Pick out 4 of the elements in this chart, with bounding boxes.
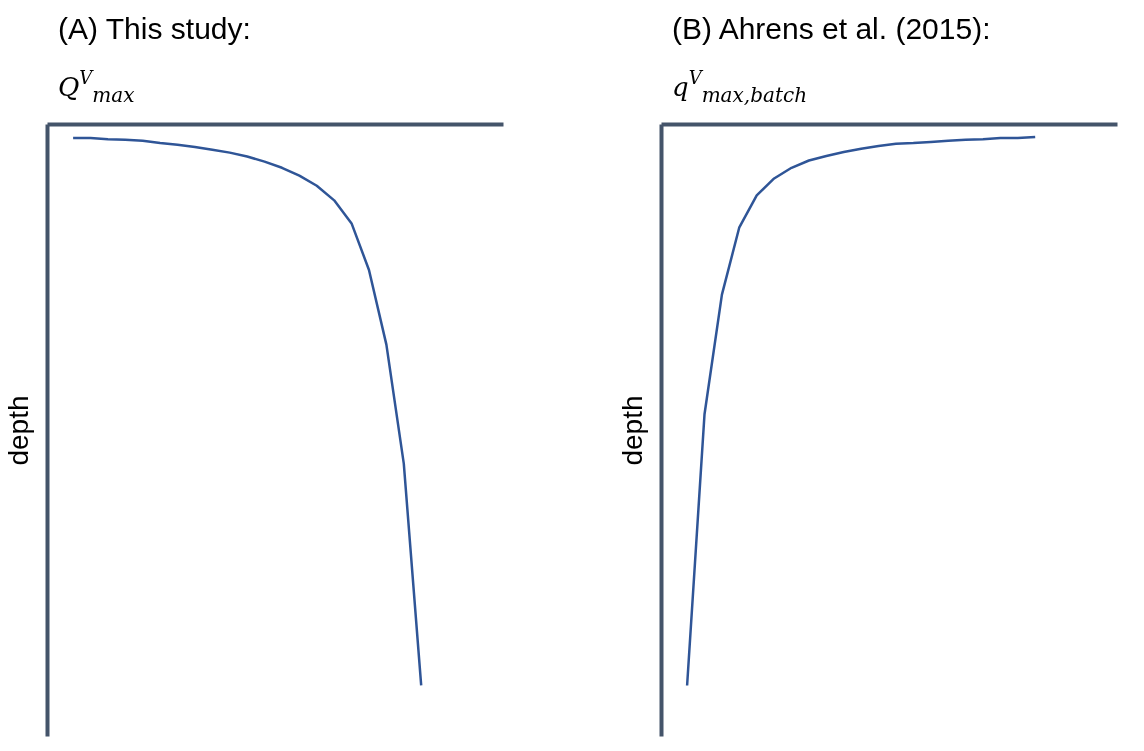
y-axis-title: depth — [2, 395, 34, 466]
y-axis-title: depth — [616, 395, 648, 466]
chart-title: (A) This study: — [58, 12, 251, 46]
chart-title: (B) Ahrens et al. (2015): — [672, 12, 991, 46]
